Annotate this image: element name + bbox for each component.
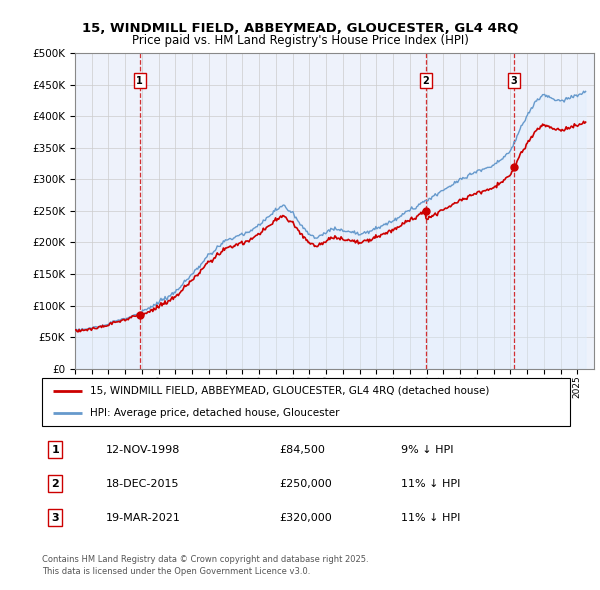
Text: 15, WINDMILL FIELD, ABBEYMEAD, GLOUCESTER, GL4 4RQ (detached house): 15, WINDMILL FIELD, ABBEYMEAD, GLOUCESTE… [89, 386, 489, 396]
Text: 3: 3 [52, 513, 59, 523]
Text: This data is licensed under the Open Government Licence v3.0.: This data is licensed under the Open Gov… [42, 566, 310, 576]
Text: 19-MAR-2021: 19-MAR-2021 [106, 513, 180, 523]
Text: 12-NOV-1998: 12-NOV-1998 [106, 445, 180, 455]
Text: 9% ↓ HPI: 9% ↓ HPI [401, 445, 454, 455]
Text: 2: 2 [422, 76, 429, 86]
Text: 1: 1 [136, 76, 143, 86]
Text: Contains HM Land Registry data © Crown copyright and database right 2025.: Contains HM Land Registry data © Crown c… [42, 555, 368, 564]
Text: HPI: Average price, detached house, Gloucester: HPI: Average price, detached house, Glou… [89, 408, 339, 418]
Text: 2: 2 [52, 479, 59, 489]
Text: 15, WINDMILL FIELD, ABBEYMEAD, GLOUCESTER, GL4 4RQ: 15, WINDMILL FIELD, ABBEYMEAD, GLOUCESTE… [82, 22, 518, 35]
Text: £250,000: £250,000 [280, 479, 332, 489]
Text: £84,500: £84,500 [280, 445, 325, 455]
Text: £320,000: £320,000 [280, 513, 332, 523]
Text: 18-DEC-2015: 18-DEC-2015 [106, 479, 179, 489]
Text: 1: 1 [52, 445, 59, 455]
Text: Price paid vs. HM Land Registry's House Price Index (HPI): Price paid vs. HM Land Registry's House … [131, 34, 469, 47]
FancyBboxPatch shape [42, 378, 570, 426]
Text: 3: 3 [511, 76, 517, 86]
Text: 11% ↓ HPI: 11% ↓ HPI [401, 513, 460, 523]
Text: 11% ↓ HPI: 11% ↓ HPI [401, 479, 460, 489]
